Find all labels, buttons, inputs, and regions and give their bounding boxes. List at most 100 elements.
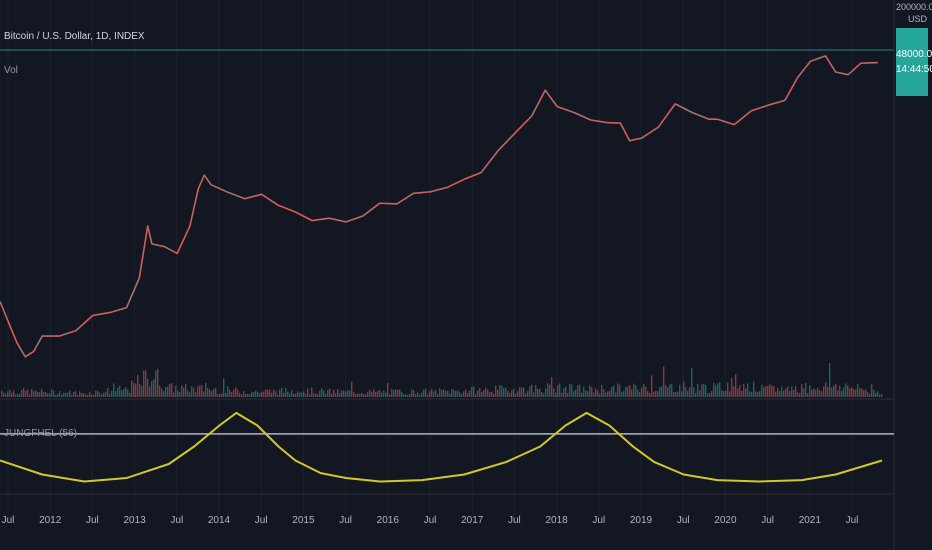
volume-bar	[865, 389, 867, 397]
volume-bar	[751, 391, 753, 397]
volume-bar	[439, 388, 441, 397]
volume-bar	[225, 392, 227, 397]
volume-bar	[581, 392, 583, 397]
volume-bar	[611, 386, 613, 397]
time-axis[interactable]: Jul 2012 Jul 2013 Jul 2014 Jul 2015 Jul 2016 Jul 20…	[2, 515, 859, 526]
volume-bar	[143, 370, 145, 397]
volume-bar	[759, 391, 761, 397]
volume-bar	[733, 386, 735, 397]
volume-bar	[563, 388, 565, 397]
volume-bar	[421, 392, 423, 397]
volume-bar	[363, 393, 365, 397]
x-tick-label: Jul	[170, 515, 183, 526]
volume-bar	[881, 393, 883, 397]
volume-bar	[849, 388, 851, 397]
volume-bar	[597, 390, 599, 397]
volume-bar	[503, 387, 505, 397]
volume-bar	[353, 392, 355, 397]
volume-bar	[619, 384, 621, 397]
volume-bar	[397, 389, 399, 397]
volume-bar	[85, 394, 87, 397]
volume-bar	[289, 393, 291, 397]
volume-bar	[609, 390, 611, 397]
volume-bar	[169, 383, 171, 397]
volume-bar	[211, 391, 213, 397]
volume-bar	[93, 395, 95, 397]
volume-bar	[213, 388, 215, 397]
volume-bar	[857, 383, 859, 397]
volume-bar	[773, 386, 775, 397]
volume-bar	[391, 388, 393, 397]
volume-bar	[731, 378, 733, 397]
volume-bar	[267, 389, 269, 397]
volume-bar	[473, 386, 475, 397]
volume-bar	[413, 390, 415, 397]
volume-bar	[405, 394, 407, 397]
volume-bar	[839, 385, 841, 397]
volume-bar	[653, 391, 655, 397]
volume-bar	[647, 391, 649, 397]
volume-bar	[851, 387, 853, 397]
volume-bar	[461, 393, 463, 397]
x-tick-label: 2014	[208, 515, 231, 526]
volume-bar	[603, 389, 605, 397]
volume-bar	[249, 394, 251, 397]
volume-bar	[557, 385, 559, 397]
volume-bar	[39, 392, 41, 397]
volume-bar	[215, 388, 217, 397]
volume-bar	[701, 384, 703, 397]
volume-bar	[171, 383, 173, 397]
volume-bar	[283, 392, 285, 397]
volume-bar	[629, 385, 631, 397]
volume-bar	[643, 383, 645, 397]
indicator-label[interactable]: JUNGFHEL (56)	[4, 428, 77, 439]
volume-bar	[241, 394, 243, 397]
volume-label[interactable]: Vol	[4, 65, 18, 76]
volume-bar	[269, 389, 271, 397]
volume-bar	[61, 395, 63, 397]
volume-bar	[673, 391, 675, 397]
volume-bar	[105, 391, 107, 397]
volume-bar	[837, 390, 839, 397]
volume-bar	[401, 392, 403, 397]
volume-bar	[725, 390, 727, 397]
volume-bar	[669, 384, 671, 397]
volume-bar	[579, 384, 581, 397]
volume-bar	[829, 363, 831, 397]
volume-bar	[43, 391, 45, 397]
bar-countdown: 14:44:50	[896, 64, 932, 75]
volume-bar	[357, 393, 359, 397]
volume-bar	[29, 394, 31, 397]
volume-bar	[699, 390, 701, 397]
volume-bar	[41, 388, 43, 397]
volume-bar	[707, 393, 709, 397]
volume-bar	[813, 388, 815, 397]
volume-bar	[693, 387, 695, 397]
volume-histogram	[1, 363, 883, 397]
volume-bar	[873, 389, 875, 397]
volume-bar	[237, 389, 239, 397]
volume-bar	[819, 390, 821, 397]
volume-bar	[281, 387, 283, 397]
volume-bar	[115, 391, 117, 397]
symbol-title[interactable]: Bitcoin / U.S. Dollar, 1D, INDEX	[4, 31, 145, 42]
volume-bar	[605, 392, 607, 397]
volume-bar	[505, 387, 507, 397]
volume-bar	[499, 385, 501, 397]
volume-bar	[803, 388, 805, 397]
x-tick-label: Jul	[339, 515, 352, 526]
volume-bar	[639, 391, 641, 397]
price-scale-currency[interactable]: USD	[908, 14, 928, 24]
volume-bar	[509, 392, 511, 397]
volume-bar	[493, 393, 495, 397]
volume-bar	[79, 391, 81, 397]
volume-bar	[73, 391, 75, 397]
volume-bar	[399, 389, 401, 397]
volume-bar	[821, 391, 823, 397]
volume-bar	[549, 384, 551, 397]
volume-bar	[577, 385, 579, 397]
volume-bar	[17, 393, 19, 397]
volume-bar	[777, 387, 779, 397]
volume-bar	[285, 387, 287, 397]
